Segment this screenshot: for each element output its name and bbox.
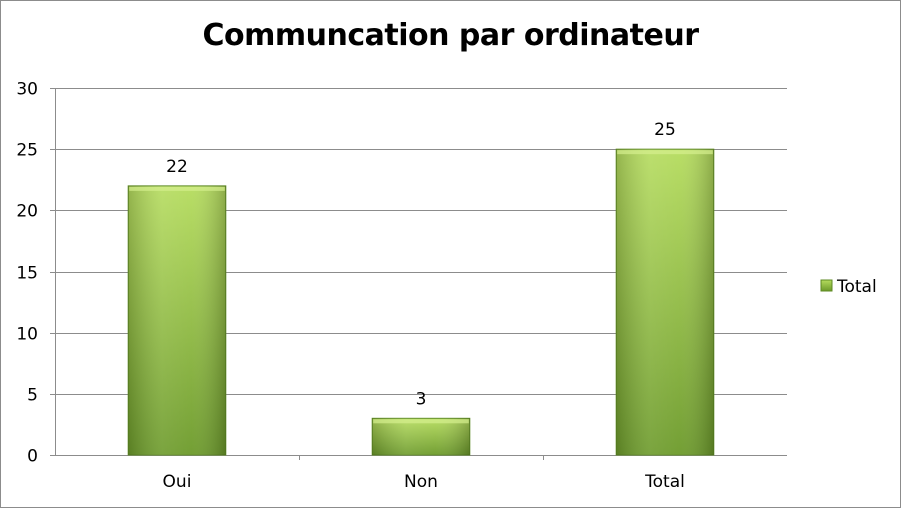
bar-shading <box>616 149 714 455</box>
chart-title: Communcation par ordinateur <box>202 18 700 53</box>
x-tick-label: Non <box>404 472 438 492</box>
legend-swatch <box>820 279 833 292</box>
y-tick-label: 25 <box>16 141 38 161</box>
x-tick-label: Oui <box>163 472 192 492</box>
bar-top-highlight <box>617 150 713 155</box>
bar-shading <box>128 185 226 455</box>
legend-label: Total <box>836 277 877 297</box>
bar-shading <box>372 418 470 455</box>
bars <box>127 148 715 456</box>
data-label: 25 <box>654 120 676 140</box>
bar-top-highlight <box>129 186 225 191</box>
bar-top-highlight <box>373 419 469 424</box>
y-tick-label: 5 <box>27 386 38 406</box>
data-label: 3 <box>416 389 427 409</box>
y-tick-label: 10 <box>16 325 38 345</box>
data-label: 22 <box>166 157 188 177</box>
x-tick-label: Total <box>644 472 685 492</box>
y-tick-label: 0 <box>27 447 38 467</box>
y-tick-label: 15 <box>16 264 38 284</box>
y-tick-label: 20 <box>16 202 38 222</box>
y-tick-label: 30 <box>16 80 38 100</box>
legend: Total <box>820 277 877 297</box>
labels: 0 5 10 15 20 25 30 22 Oui 3 Non 25 Total <box>16 80 684 493</box>
